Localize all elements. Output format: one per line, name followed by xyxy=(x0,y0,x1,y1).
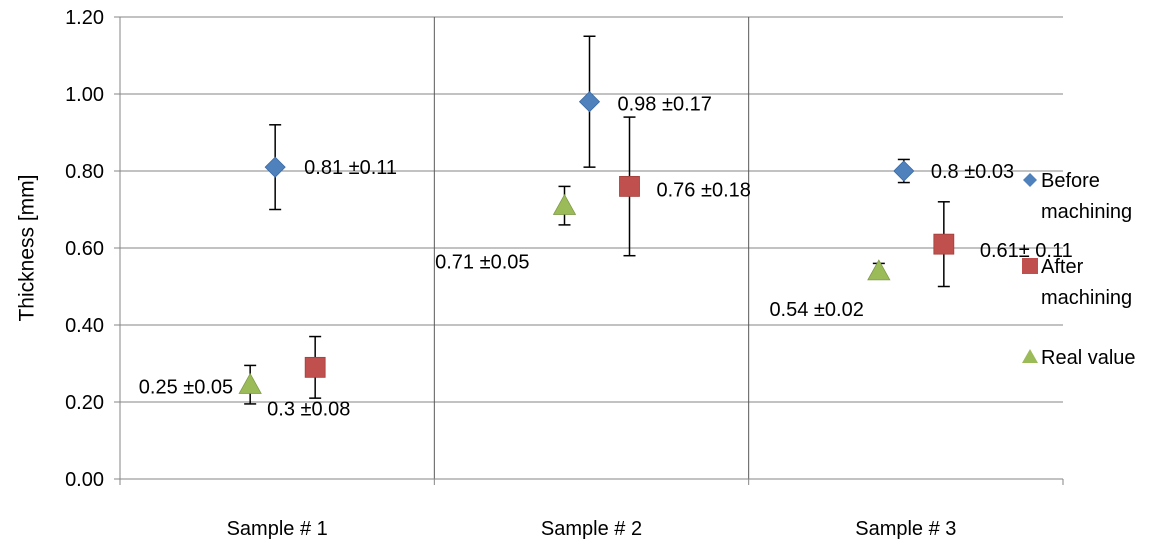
data-label-1-2: 0.98 ±0.17 xyxy=(618,94,712,116)
series-3: 0.25 ±0.05 0.71 ±0.05 0.54 ±0.02 xyxy=(139,185,891,405)
legend-label-1-2: machining xyxy=(1041,201,1132,223)
data-point-1-1 xyxy=(264,156,286,178)
y-axis-label: Thickness [mm] xyxy=(15,174,38,321)
data-label-1-1: 0.81 ±0.11 xyxy=(304,157,397,179)
x-category-label-2: Sample # 2 xyxy=(541,518,642,540)
series-2: 0.3 ±0.08 0.76 ±0.18 0.61± 0.11 xyxy=(267,116,1073,420)
data-label-2-3: 0.61± 0.11 xyxy=(980,240,1073,262)
legend-marker-1 xyxy=(1023,173,1037,187)
legend: Before machining After machining Real value xyxy=(1022,170,1136,369)
data-point-1-2 xyxy=(578,91,601,113)
series-1: 0.81 ±0.11 0.98 ±0.17 0.8 ±0.03 xyxy=(264,35,1014,211)
data-label-3-3: 0.54 ±0.02 xyxy=(769,299,863,321)
data-label-1-3: 0.8 ±0.03 xyxy=(931,161,1014,183)
x-category-label-1: Sample # 1 xyxy=(227,518,328,540)
y-tick-label-6: 1.20 xyxy=(65,7,104,29)
y-tick-label-3: 0.60 xyxy=(65,238,104,260)
legend-marker-3 xyxy=(1022,349,1038,363)
data-label-2-1: 0.3 ±0.08 xyxy=(267,398,350,420)
legend-label-1-1: Before xyxy=(1041,170,1100,192)
legend-label-3-1: Real value xyxy=(1041,347,1136,369)
data-point-1-3 xyxy=(893,160,915,182)
data-point-3-3 xyxy=(867,259,891,281)
data-point-2-2 xyxy=(619,175,640,197)
legend-marker-2 xyxy=(1022,258,1038,274)
data-label-3-2: 0.71 ±0.05 xyxy=(435,252,529,274)
y-tick-label-4: 0.80 xyxy=(65,161,104,183)
legend-label-2-2: machining xyxy=(1041,287,1132,309)
y-tick-label-1: 0.20 xyxy=(65,392,104,414)
y-tick-label-0: 0.00 xyxy=(65,469,104,491)
data-label-2-2: 0.76 ±0.18 xyxy=(657,179,751,201)
x-category-label-3: Sample # 3 xyxy=(855,518,956,540)
data-point-2-3 xyxy=(933,233,955,255)
data-point-2-1 xyxy=(304,356,326,378)
data-point-3-1 xyxy=(238,372,262,394)
legend-label-2-1: After xyxy=(1041,256,1084,278)
y-tick-label-2: 0.40 xyxy=(65,315,104,337)
data-point-3-2 xyxy=(552,193,577,215)
y-tick-label-5: 1.00 xyxy=(65,84,104,106)
data-label-3-1: 0.25 ±0.05 xyxy=(139,377,233,399)
